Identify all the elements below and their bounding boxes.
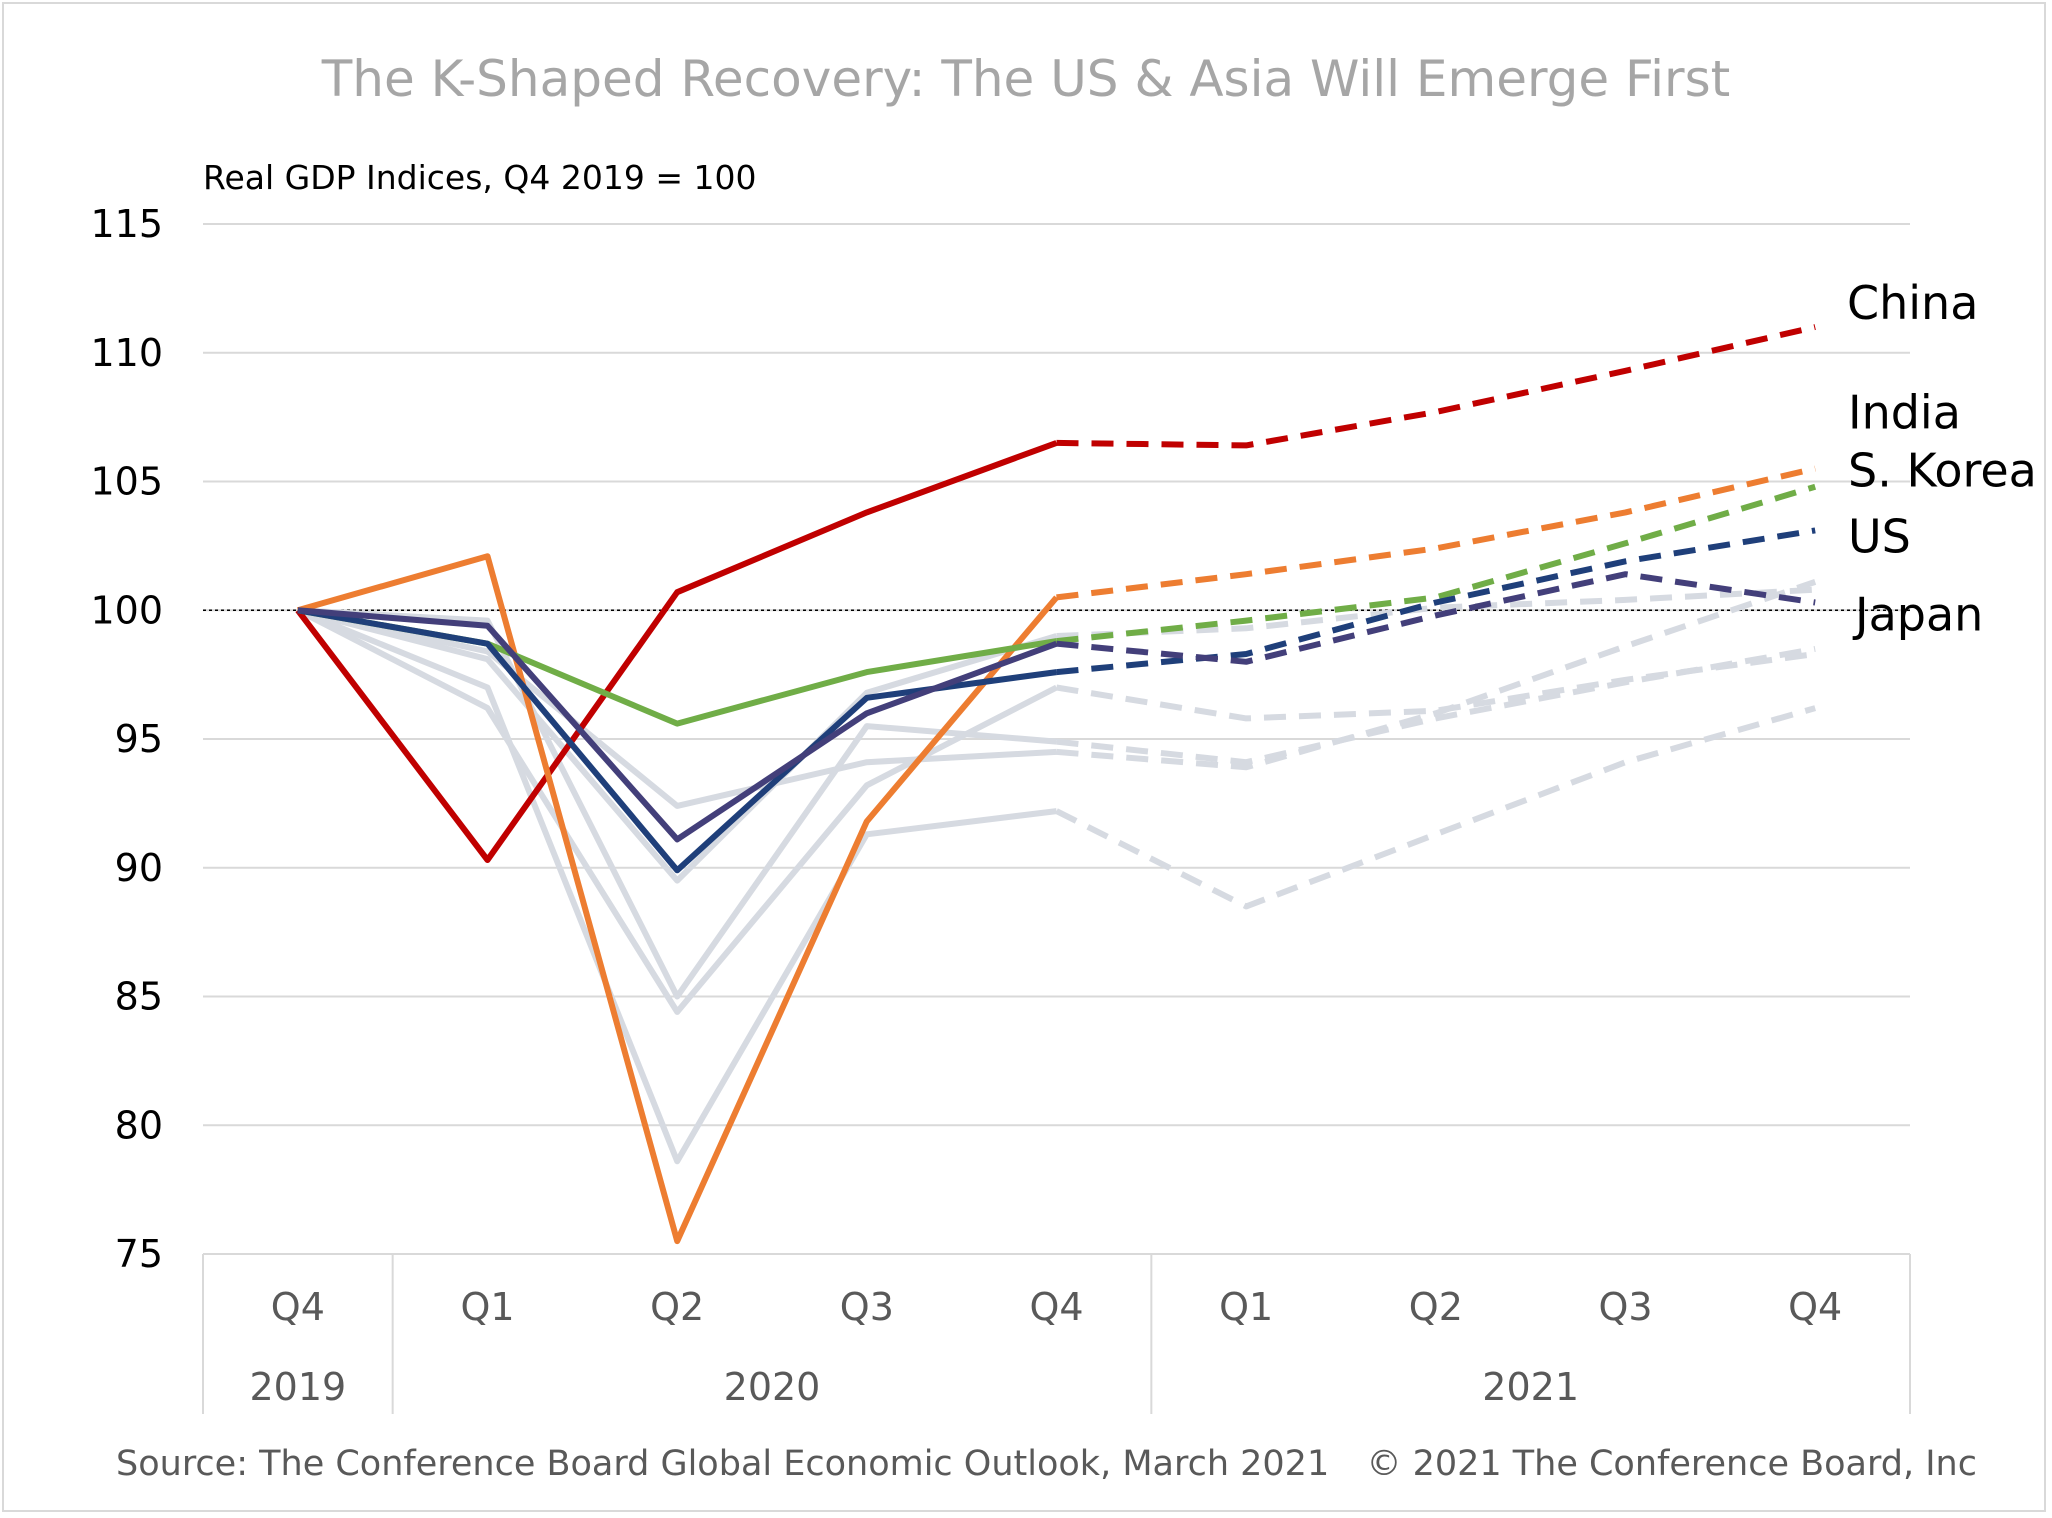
series-us-actual: [297, 607, 1057, 874]
gridlines: [203, 223, 1910, 1127]
series-other-4-forecast: [1056, 586, 1816, 639]
x-axis: Q4 Q1 Q2 Q3 Q4 Q1 Q2 Q3 Q4 2019 2020 2021: [202, 1253, 1911, 1414]
series-label-s-korea: S. Korea: [1848, 444, 2037, 498]
x-tick-label-0: Q4: [271, 1285, 325, 1329]
x-tick-label-1: Q1: [460, 1285, 514, 1329]
series-other-3-actual: [297, 607, 1057, 1000]
series-japan-actual: [297, 607, 1058, 843]
x-year-label-2019: 2019: [249, 1365, 346, 1409]
series-us-forecast: [1056, 527, 1816, 676]
x-tick-label-2: Q2: [650, 1285, 704, 1329]
chart-subtitle: Real GDP Indices, Q4 2019 = 100: [203, 158, 757, 197]
series-label-japan: Japan: [1852, 588, 1983, 642]
series-label-us: US: [1848, 509, 1911, 563]
y-tick-label-115: 115: [90, 202, 163, 246]
y-tick-label-90: 90: [115, 846, 163, 890]
y-tick-label-80: 80: [115, 1103, 163, 1147]
x-tick-label-3: Q3: [840, 1285, 894, 1329]
series-s-korea-forecast: [1056, 483, 1817, 645]
series-other-2-actual: [297, 607, 1057, 809]
series-india-forecast: [1056, 465, 1816, 601]
series-label-india: India: [1848, 386, 1961, 440]
series-other-2-forecast: [1056, 579, 1817, 771]
series-japan-forecast: [1056, 571, 1816, 665]
y-tick-label-105: 105: [90, 460, 163, 504]
y-tick-label-110: 110: [90, 331, 163, 375]
series-label-china: China: [1847, 276, 1978, 330]
y-tick-label-95: 95: [115, 717, 163, 761]
source-note: Source: The Conference Board Global Econ…: [116, 1444, 1330, 1484]
series-other-1-forecast: [1055, 705, 1817, 910]
series-other-4-actual: [297, 607, 1058, 884]
chart-title: The K-Shaped Recovery: The US & Asia Wil…: [321, 50, 1731, 108]
y-tick-label-85: 85: [115, 975, 163, 1019]
y-tick-label-75: 75: [115, 1232, 163, 1276]
y-tick-label-100: 100: [90, 588, 163, 632]
x-year-label-2020: 2020: [724, 1365, 821, 1409]
series-other-3-forecast: [1056, 645, 1816, 766]
x-year-label-2021: 2021: [1482, 1365, 1579, 1409]
series-china-actual: [295, 440, 1058, 863]
copyright-note: © 2021 The Conference Board, Inc: [1366, 1444, 1977, 1484]
series-other-1-actual: [296, 607, 1057, 1165]
series-india-actual: [296, 553, 1059, 1245]
x-tick-label-5: Q1: [1219, 1285, 1273, 1329]
y-axis: 75 80 85 90 95 100 105 110 115: [90, 202, 163, 1276]
series-china-forecast: [1056, 324, 1816, 449]
x-tick-label-8: Q4: [1788, 1285, 1842, 1329]
x-tick-label-4: Q4: [1029, 1285, 1083, 1329]
x-tick-label-7: Q3: [1598, 1285, 1652, 1329]
series-lines: [295, 324, 1817, 1245]
x-tick-label-6: Q2: [1409, 1285, 1463, 1329]
series-other-0-actual: [296, 607, 1058, 1015]
